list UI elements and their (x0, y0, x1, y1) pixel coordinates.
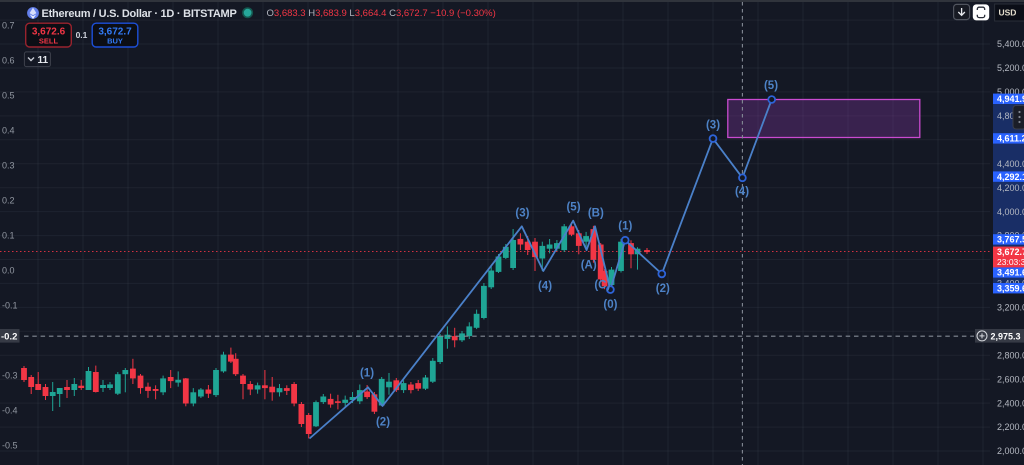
svg-text:(A): (A) (581, 260, 597, 272)
svg-text:(1): (1) (360, 368, 374, 380)
svg-text:3,672.7: 3,672.7 (997, 247, 1024, 257)
svg-text:(3): (3) (515, 207, 529, 219)
svg-text:-0.1: -0.1 (2, 301, 18, 311)
svg-text:2,975.3: 2,975.3 (991, 331, 1021, 341)
svg-text:(5): (5) (566, 202, 580, 214)
svg-text:3,672.7: 3,672.7 (98, 27, 132, 38)
svg-text:-0.5: -0.5 (2, 441, 18, 451)
svg-text:5,400.0: 5,400.0 (997, 39, 1024, 49)
svg-text:4,200.0: 4,200.0 (997, 183, 1024, 193)
svg-text:(5): (5) (764, 80, 778, 92)
svg-text:(4): (4) (538, 281, 552, 293)
svg-text:0.7: 0.7 (2, 21, 15, 31)
svg-text:(0): (0) (603, 299, 617, 311)
svg-text:2,000.0: 2,000.0 (997, 446, 1024, 456)
svg-text:0.4: 0.4 (2, 126, 15, 136)
svg-text:(3): (3) (706, 120, 720, 132)
svg-text:4,941.9: 4,941.9 (997, 94, 1024, 104)
svg-text:4,400.0: 4,400.0 (997, 159, 1024, 169)
svg-text:0.1: 0.1 (76, 30, 88, 40)
svg-text:(B): (B) (588, 208, 604, 220)
svg-text:0.3: 0.3 (2, 161, 15, 171)
svg-text:4,292.1: 4,292.1 (997, 172, 1024, 182)
svg-text:SELL: SELL (39, 37, 59, 46)
svg-text:2,200.0: 2,200.0 (997, 422, 1024, 432)
svg-text:Ethereum / U.S. Dollar · 1D ·: Ethereum / U.S. Dollar · 1D · BITSTAMP (42, 8, 237, 20)
svg-text:3,491.6: 3,491.6 (997, 268, 1024, 278)
svg-text:(C): (C) (594, 279, 610, 291)
svg-text:3,359.6: 3,359.6 (997, 283, 1024, 293)
svg-text:0.6: 0.6 (2, 56, 15, 66)
svg-text:-0.2: -0.2 (1, 331, 17, 342)
svg-text:2,800.0: 2,800.0 (997, 350, 1024, 360)
svg-text:USD: USD (999, 8, 1017, 18)
svg-text:(1): (1) (618, 220, 632, 232)
svg-text:(4): (4) (735, 186, 749, 198)
svg-text:5,200.0: 5,200.0 (997, 63, 1024, 73)
svg-text:4,611.2: 4,611.2 (997, 134, 1024, 144)
svg-text:(2): (2) (376, 417, 390, 429)
svg-text:2,600.0: 2,600.0 (997, 374, 1024, 384)
svg-text:3,200.0: 3,200.0 (997, 303, 1024, 313)
svg-text:-0.3: -0.3 (2, 371, 18, 381)
svg-text:O3,683.3 H3,683.9 L3,664.4 C3,: O3,683.3 H3,683.9 L3,664.4 C3,672.7 −10.… (267, 8, 496, 19)
svg-text:-0.4: -0.4 (2, 406, 18, 416)
svg-text:23:03:34: 23:03:34 (997, 257, 1024, 267)
svg-text:0.5: 0.5 (2, 91, 15, 101)
svg-text:4,000.0: 4,000.0 (997, 207, 1024, 217)
svg-text:0.1: 0.1 (2, 231, 15, 241)
svg-text:0.2: 0.2 (2, 196, 15, 206)
svg-text:3,672.6: 3,672.6 (32, 27, 66, 38)
svg-text:4,800.0: 4,800.0 (997, 111, 1024, 121)
svg-text:BUY: BUY (107, 37, 123, 46)
svg-text:11: 11 (38, 55, 49, 66)
svg-text:2,400.0: 2,400.0 (997, 398, 1024, 408)
svg-text:3,767.5: 3,767.5 (997, 235, 1024, 245)
svg-text:(2): (2) (656, 283, 670, 295)
svg-text:5,000.0: 5,000.0 (997, 87, 1024, 97)
svg-text:0.0: 0.0 (2, 266, 15, 276)
